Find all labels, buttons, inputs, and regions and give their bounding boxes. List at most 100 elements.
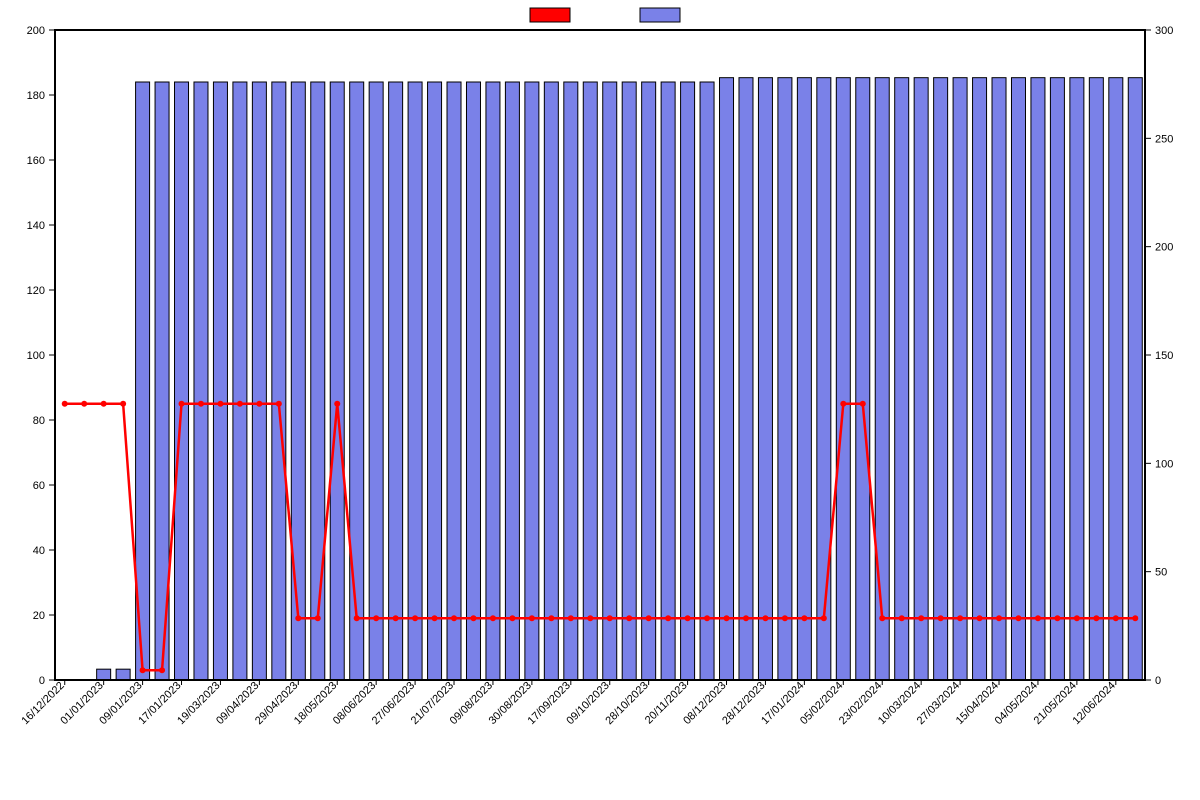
- line-marker: [918, 615, 924, 621]
- bar: [953, 78, 967, 680]
- line-marker: [762, 615, 768, 621]
- line-marker: [743, 615, 749, 621]
- line-marker: [334, 401, 340, 407]
- line-marker: [237, 401, 243, 407]
- bar: [194, 82, 208, 680]
- bar: [466, 82, 480, 680]
- line-marker: [626, 615, 632, 621]
- bar: [1011, 78, 1025, 680]
- line-marker: [276, 401, 282, 407]
- bar: [408, 82, 422, 680]
- bar: [797, 78, 811, 680]
- line-marker: [548, 615, 554, 621]
- bar: [1128, 78, 1142, 680]
- line-marker: [724, 615, 730, 621]
- bar: [369, 82, 383, 680]
- line-marker: [996, 615, 1002, 621]
- bar: [914, 78, 928, 680]
- bar: [1050, 78, 1064, 680]
- bar: [447, 82, 461, 680]
- bar: [739, 78, 753, 680]
- y-left-tick-label: 80: [33, 415, 45, 427]
- bar: [681, 82, 695, 680]
- bar: [895, 78, 909, 680]
- y-left-tick-label: 60: [33, 480, 45, 492]
- line-marker: [451, 615, 457, 621]
- line-marker: [840, 401, 846, 407]
- line-marker: [373, 615, 379, 621]
- line-marker: [470, 615, 476, 621]
- y-left-tick-label: 40: [33, 545, 45, 557]
- line-marker: [899, 615, 905, 621]
- line-marker: [81, 401, 87, 407]
- bar: [642, 82, 656, 680]
- line-marker: [938, 615, 944, 621]
- y-right-tick-label: 150: [1155, 350, 1173, 362]
- y-left-tick-label: 0: [39, 675, 45, 687]
- line-marker: [140, 667, 146, 673]
- bar: [428, 82, 442, 680]
- bar: [856, 78, 870, 680]
- chart-svg: 0204060801001201401601802000501001502002…: [0, 0, 1200, 800]
- line-marker: [587, 615, 593, 621]
- legend-swatch: [530, 8, 570, 22]
- y-left-tick-label: 120: [27, 285, 45, 297]
- y-right-tick-label: 50: [1155, 567, 1167, 579]
- line-marker: [568, 615, 574, 621]
- y-left-tick-label: 160: [27, 155, 45, 167]
- bar: [1070, 78, 1084, 680]
- bar: [934, 78, 948, 680]
- line-marker: [1015, 615, 1021, 621]
- y-left-tick-label: 140: [27, 220, 45, 232]
- bar: [389, 82, 403, 680]
- bar: [836, 78, 850, 680]
- line-marker: [529, 615, 535, 621]
- line-marker: [607, 615, 613, 621]
- y-right-tick-label: 250: [1155, 133, 1173, 145]
- line-marker: [509, 615, 515, 621]
- bar: [661, 82, 675, 680]
- line-marker: [295, 615, 301, 621]
- line-marker: [490, 615, 496, 621]
- line-marker: [62, 401, 68, 407]
- line-marker: [198, 401, 204, 407]
- bar: [525, 82, 539, 680]
- line-marker: [860, 401, 866, 407]
- line-marker: [782, 615, 788, 621]
- bar: [213, 82, 227, 680]
- bar: [272, 82, 286, 680]
- line-marker: [1035, 615, 1041, 621]
- y-left-tick-label: 180: [27, 90, 45, 102]
- y-right-tick-label: 100: [1155, 458, 1173, 470]
- bar: [311, 82, 325, 680]
- line-marker: [412, 615, 418, 621]
- y-right-tick-label: 300: [1155, 25, 1173, 37]
- line-marker: [977, 615, 983, 621]
- line-marker: [315, 615, 321, 621]
- bar: [252, 82, 266, 680]
- bar: [564, 82, 578, 680]
- line-marker: [821, 615, 827, 621]
- line-marker: [957, 615, 963, 621]
- legend-swatch: [640, 8, 680, 22]
- bar: [544, 82, 558, 680]
- bar: [97, 669, 111, 680]
- bar: [992, 78, 1006, 680]
- chart-container: 0204060801001201401601802000501001502002…: [0, 0, 1200, 800]
- line-marker: [1093, 615, 1099, 621]
- line-marker: [1074, 615, 1080, 621]
- bar: [778, 78, 792, 680]
- line-marker: [179, 401, 185, 407]
- bar: [973, 78, 987, 680]
- bar: [233, 82, 247, 680]
- bar: [700, 82, 714, 680]
- line-marker: [801, 615, 807, 621]
- y-left-tick-label: 200: [27, 25, 45, 37]
- y-left-tick-label: 20: [33, 610, 45, 622]
- bar: [622, 82, 636, 680]
- line-marker: [1132, 615, 1138, 621]
- line-marker: [256, 401, 262, 407]
- bar: [875, 78, 889, 680]
- bar: [603, 82, 617, 680]
- bar: [1109, 78, 1123, 680]
